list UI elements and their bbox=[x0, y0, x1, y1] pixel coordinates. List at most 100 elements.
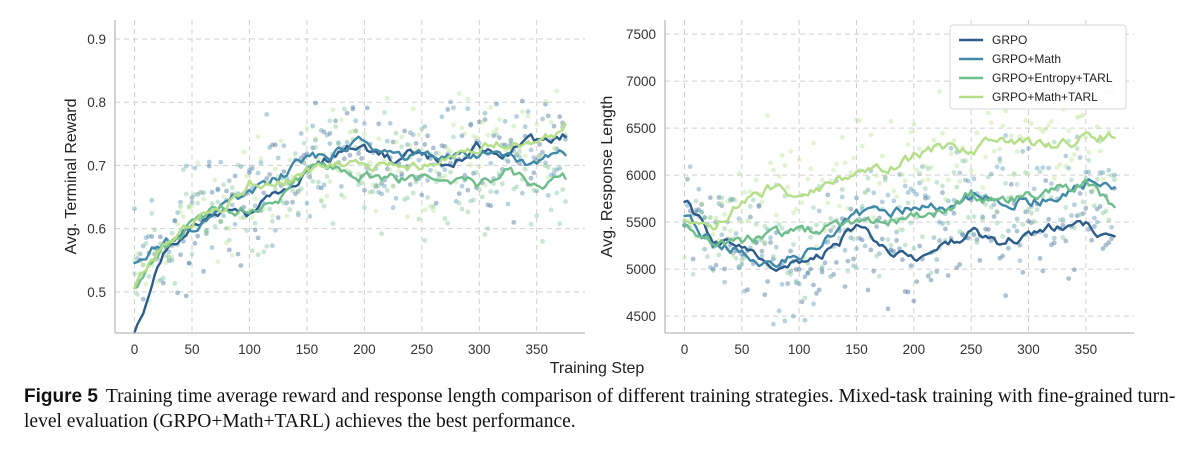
scatter-point bbox=[994, 209, 1000, 215]
scatter-point bbox=[295, 212, 301, 218]
scatter-point bbox=[321, 203, 327, 209]
scatter-point bbox=[1077, 114, 1083, 120]
scatter-point bbox=[690, 256, 696, 262]
scatter-point bbox=[166, 254, 172, 260]
scatter-point bbox=[160, 280, 166, 286]
scatter-point bbox=[359, 156, 364, 161]
scatter-point bbox=[791, 242, 796, 247]
scatter-point bbox=[284, 213, 290, 219]
scatter-point bbox=[189, 251, 195, 257]
scatter-point bbox=[905, 200, 911, 206]
scatter-point bbox=[281, 200, 287, 206]
scatter-point bbox=[313, 145, 318, 150]
scatter-point bbox=[522, 153, 528, 159]
scatter-point bbox=[476, 187, 482, 192]
scatter-point bbox=[416, 157, 422, 163]
legend-label-grpo-math-tarl: GRPO+Math+TARL bbox=[992, 90, 1098, 104]
scatter-point bbox=[805, 270, 811, 275]
scatter-point bbox=[785, 270, 791, 276]
x-tick-label: 0 bbox=[131, 342, 139, 357]
scatter-point bbox=[442, 144, 448, 149]
x-tick-label: 200 bbox=[353, 342, 376, 357]
scatter-point bbox=[379, 231, 384, 237]
x-tick-label: 300 bbox=[1017, 342, 1040, 357]
scatter-point bbox=[459, 206, 465, 212]
scatter-point bbox=[465, 96, 471, 102]
scatter-point bbox=[462, 131, 468, 136]
scatter-point bbox=[336, 140, 341, 146]
scatter-point bbox=[1109, 236, 1114, 242]
scatter-point bbox=[479, 119, 485, 125]
scatter-point bbox=[945, 220, 951, 226]
scatter-point bbox=[517, 149, 522, 154]
scatter-point bbox=[808, 234, 813, 240]
scatter-point bbox=[1109, 173, 1114, 178]
scatter-point bbox=[226, 178, 232, 184]
scatter-point bbox=[384, 138, 390, 144]
scatter-point bbox=[551, 123, 557, 129]
scatter-point bbox=[997, 156, 1003, 162]
scatter-point bbox=[405, 142, 410, 148]
scatter-point bbox=[525, 109, 531, 115]
scatter-point bbox=[456, 200, 462, 206]
scatter-point bbox=[1069, 177, 1074, 183]
scatter-point bbox=[894, 194, 899, 200]
scatter-point bbox=[531, 188, 537, 193]
scatter-point bbox=[848, 235, 854, 241]
scatter-point bbox=[765, 279, 770, 284]
scatter-point bbox=[730, 252, 736, 258]
scatter-point bbox=[198, 190, 204, 195]
scatter-point bbox=[189, 195, 195, 201]
scatter-point bbox=[980, 214, 985, 220]
scatter-point bbox=[347, 129, 353, 135]
scatter-point bbox=[937, 238, 942, 244]
scatter-point bbox=[195, 160, 201, 166]
scatter-point bbox=[991, 148, 997, 154]
scatter-point bbox=[748, 189, 753, 195]
scatter-point bbox=[925, 166, 931, 172]
scatter-point bbox=[1089, 189, 1094, 195]
scatter-point bbox=[1049, 181, 1054, 187]
scatter-point bbox=[882, 175, 888, 180]
scatter-point bbox=[851, 236, 856, 242]
scatter-point bbox=[879, 199, 885, 205]
scatter-point bbox=[983, 202, 988, 207]
scatter-point bbox=[793, 278, 799, 284]
scatter-point bbox=[851, 263, 856, 269]
scatter-point bbox=[1077, 191, 1083, 196]
scatter-point bbox=[221, 194, 227, 200]
scatter-point bbox=[459, 133, 465, 139]
scatter-point bbox=[545, 165, 551, 170]
scatter-point bbox=[745, 287, 750, 293]
scatter-point bbox=[195, 233, 201, 239]
scatter-point bbox=[206, 163, 212, 169]
scatter-point bbox=[195, 191, 201, 197]
scatter-point bbox=[313, 137, 318, 143]
scatter-point bbox=[914, 279, 920, 284]
scatter-point bbox=[226, 226, 232, 231]
scatter-point bbox=[387, 167, 393, 173]
scatter-point bbox=[699, 202, 705, 208]
scatter-point bbox=[356, 171, 361, 177]
scatter-point bbox=[384, 166, 390, 172]
y-tick-label: 4500 bbox=[626, 309, 656, 324]
scatter-point bbox=[819, 177, 825, 183]
scatter-point bbox=[459, 183, 465, 189]
scatter-point bbox=[238, 215, 244, 221]
scatter-point bbox=[416, 132, 422, 138]
scatter-point bbox=[845, 258, 851, 264]
scatter-point bbox=[390, 139, 396, 145]
scatter-point bbox=[779, 281, 785, 287]
scatter-point bbox=[422, 207, 428, 213]
scatter-point bbox=[839, 134, 845, 140]
scatter-point bbox=[1029, 121, 1034, 126]
scatter-point bbox=[310, 123, 316, 129]
scatter-point bbox=[1109, 224, 1114, 230]
scatter-point bbox=[390, 205, 396, 211]
scatter-point bbox=[865, 187, 871, 193]
length-chart: 0 50 100 150 200 250 300 350 4500 5000 5500 6000 650… bbox=[599, 20, 1134, 357]
scatter-point bbox=[422, 142, 428, 147]
scatter-point bbox=[436, 174, 442, 180]
scatter-point bbox=[1026, 170, 1031, 176]
scatter-point bbox=[198, 190, 204, 195]
